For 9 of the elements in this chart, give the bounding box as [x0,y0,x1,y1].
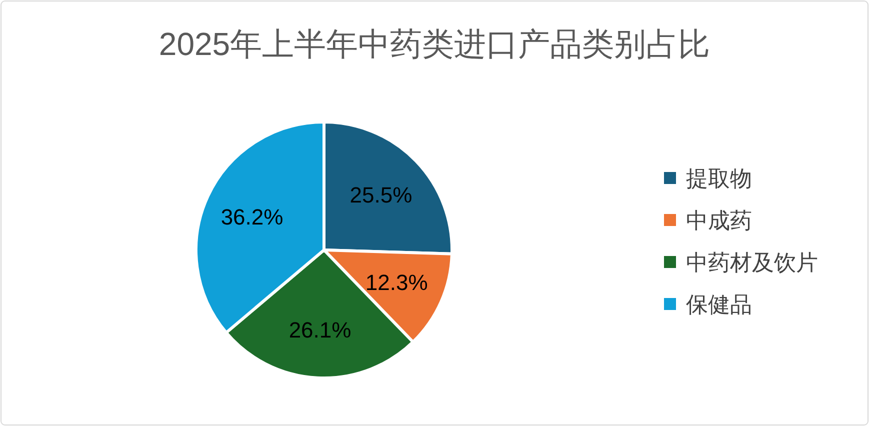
legend-label: 提取物 [686,166,752,191]
data-label: 26.1% [288,317,352,342]
legend-label: 中药材及饮片 [686,250,818,275]
data-label: 25.5% [350,182,412,208]
chart-title: 2025年上半年中药类进口产品类别占比 [158,26,710,62]
data-label: 36.2% [220,204,284,230]
legend-label: 中成药 [686,208,752,233]
legend-label: 保健品 [686,292,752,317]
data-label: 12.3% [365,270,428,296]
